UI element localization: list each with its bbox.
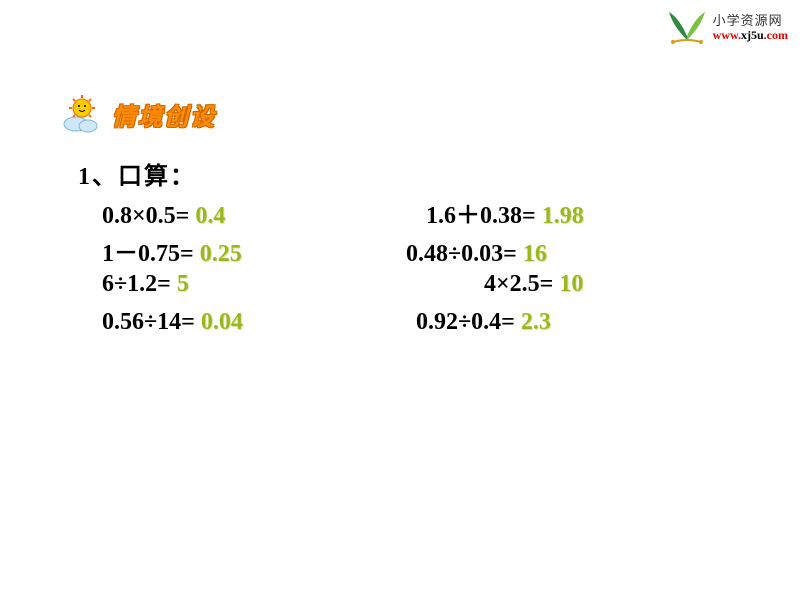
logo-text: 小学资源网 www.xj5u.com: [713, 14, 788, 41]
problem-cell: 6÷1.2= 5: [102, 271, 392, 298]
expression: 0.48÷0.03=: [406, 241, 517, 268]
answer: 2.3: [521, 309, 551, 336]
expression: 0.8×0.5=: [102, 203, 189, 230]
problem-cell: 1.6＋0.38= 1.98: [392, 195, 584, 230]
answer: 0.25: [200, 241, 242, 268]
expression: 0.92÷0.4=: [416, 309, 515, 336]
problem-row: 6÷1.2= 5 4×2.5= 10: [102, 271, 584, 309]
problem-cell: 0.92÷0.4= 2.3: [392, 309, 551, 336]
prompt-text: 1、口算：: [78, 156, 584, 191]
problem-cell: 0.56÷14= 0.04: [102, 309, 392, 336]
answer: 0.04: [201, 309, 243, 336]
problem-row: 0.56÷14= 0.04 0.92÷0.4= 2.3: [102, 309, 584, 347]
expression: 4×2.5=: [484, 271, 553, 298]
problem-rows: 0.8×0.5= 0.4 1.6＋0.38= 1.98 1－0.75= 0.25…: [102, 195, 584, 347]
answer: 0.4: [195, 203, 225, 230]
answer: 1.98: [542, 203, 584, 230]
logo-cn-text: 小学资源网: [713, 14, 788, 28]
expression: 1.6＋0.38=: [426, 195, 536, 230]
expression: 1－0.75=: [102, 233, 194, 268]
expression: 6÷1.2=: [102, 271, 171, 298]
problem-row: 1－0.75= 0.25 0.48÷0.03= 16: [102, 233, 584, 271]
problem-row: 0.8×0.5= 0.4 1.6＋0.38= 1.98: [102, 195, 584, 233]
section-header: 情境创设: [62, 92, 216, 136]
section-title: 情境创设: [112, 97, 216, 132]
answer: 5: [177, 271, 189, 298]
problem-cell: 0.48÷0.03= 16: [392, 241, 547, 268]
sun-cloud-icon: [62, 92, 110, 136]
leaf-logo-icon: [663, 8, 711, 48]
content-area: 1、口算： 0.8×0.5= 0.4 1.6＋0.38= 1.98 1－0.75…: [78, 156, 584, 347]
logo-url-text: www.xj5u.com: [713, 29, 788, 42]
expression: 0.56÷14=: [102, 309, 195, 336]
site-logo: 小学资源网 www.xj5u.com: [663, 8, 788, 48]
problem-cell: 0.8×0.5= 0.4: [102, 203, 392, 230]
problem-cell: 4×2.5= 10: [392, 271, 583, 298]
problem-cell: 1－0.75= 0.25: [102, 233, 392, 268]
answer: 10: [559, 271, 583, 298]
answer: 16: [523, 241, 547, 268]
